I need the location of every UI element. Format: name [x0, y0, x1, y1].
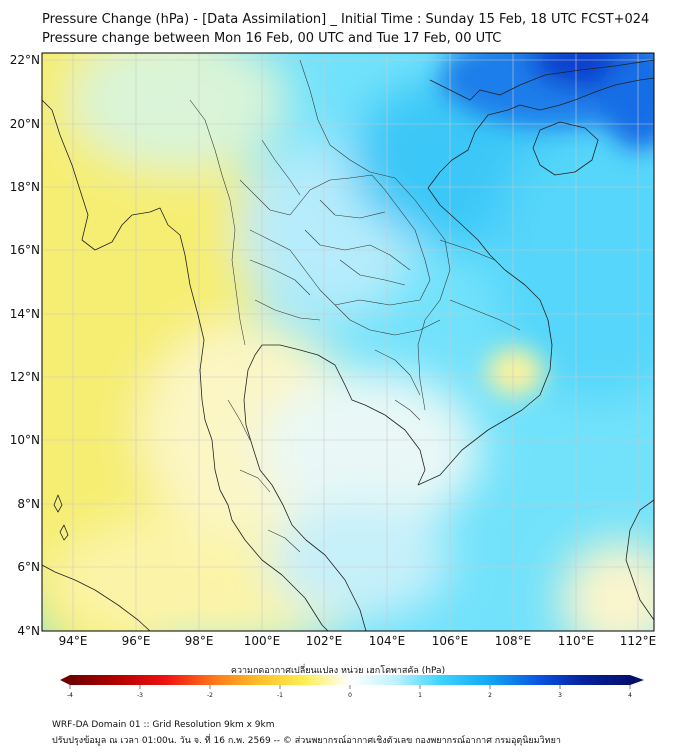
footer-credit: ปรับปรุงข้อมูล ณ เวลา 01:00น. วัน จ. ที่… — [52, 736, 561, 746]
lon-label: 112°E — [619, 634, 657, 648]
chart-subtitle: Pressure change between Mon 16 Feb, 00 U… — [42, 31, 502, 46]
colorbar-tick-label: -3 — [137, 692, 143, 699]
lon-label: 98°E — [184, 634, 214, 648]
lon-label: 100°E — [243, 634, 281, 648]
lon-label: 110°E — [557, 634, 595, 648]
lon-label: 102°E — [305, 634, 343, 648]
colorbar — [60, 675, 644, 689]
lon-label: 106°E — [431, 634, 469, 648]
lat-label: 10°N — [9, 433, 40, 447]
pressure-field — [42, 53, 654, 631]
admin-borders — [189, 59, 521, 553]
lat-label: 20°N — [9, 117, 40, 131]
colorbar-tick-label: 4 — [628, 692, 632, 699]
map-frame — [41, 52, 655, 632]
colorbar-tick-label: 0 — [348, 692, 352, 699]
lat-label: 22°N — [9, 53, 40, 67]
colorbar-tick-label: -2 — [207, 692, 213, 699]
colorbar-tick-label: 1 — [418, 692, 422, 699]
lat-label: 4°N — [17, 624, 40, 638]
coastlines — [42, 59, 654, 631]
lon-label: 104°E — [368, 634, 406, 648]
footer-resolution: WRF-DA Domain 01 :: Grid Resolution 9km … — [52, 720, 275, 730]
lat-label: 14°N — [9, 307, 40, 321]
map-grid — [42, 53, 654, 631]
lon-label: 108°E — [494, 634, 532, 648]
lat-label: 6°N — [17, 560, 40, 574]
colorbar-tick-label: 3 — [558, 692, 562, 699]
lat-label: 12°N — [9, 370, 40, 384]
lat-label: 16°N — [9, 243, 40, 257]
colorbar-title: ความกดอากาศเปลี่ยนแปลง หน่วย เฮกโตพาสคัล… — [230, 666, 446, 676]
colorbar-tick-label: -1 — [277, 692, 283, 699]
colorbar-tick-label: -4 — [67, 692, 73, 699]
lon-label: 96°E — [121, 634, 151, 648]
colorbar-tick-label: 2 — [488, 692, 492, 699]
lat-label: 8°N — [17, 497, 40, 511]
lat-label: 18°N — [9, 180, 40, 194]
chart-title: Pressure Change (hPa) - [Data Assimilati… — [42, 12, 650, 27]
lon-label: 94°E — [58, 634, 88, 648]
